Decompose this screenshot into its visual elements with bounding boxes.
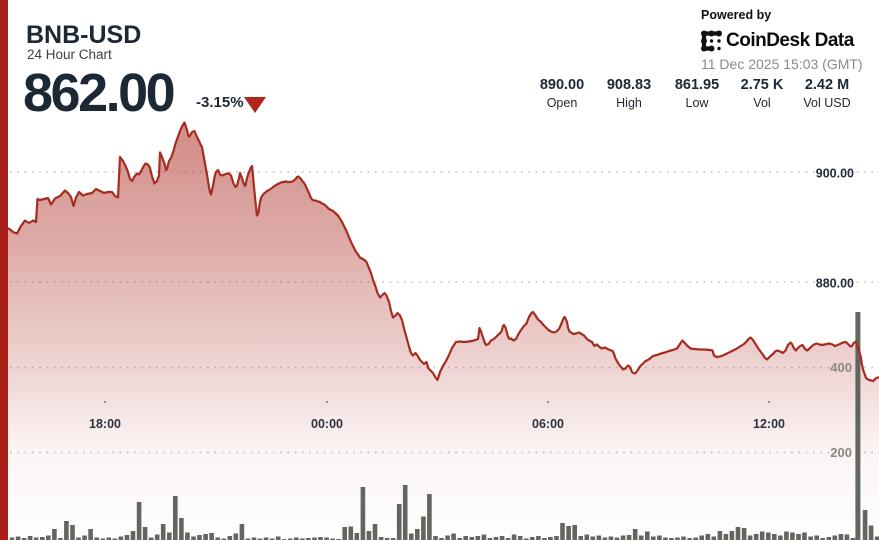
svg-text:400: 400 xyxy=(830,360,852,375)
svg-text:900.00: 900.00 xyxy=(816,167,854,181)
svg-text:18:00: 18:00 xyxy=(89,417,121,431)
svg-text:200: 200 xyxy=(830,445,852,460)
svg-text:880.00: 880.00 xyxy=(816,277,854,291)
svg-text:00:00: 00:00 xyxy=(311,417,343,431)
svg-text:06:00: 06:00 xyxy=(532,417,564,431)
svg-text:12:00: 12:00 xyxy=(753,417,785,431)
